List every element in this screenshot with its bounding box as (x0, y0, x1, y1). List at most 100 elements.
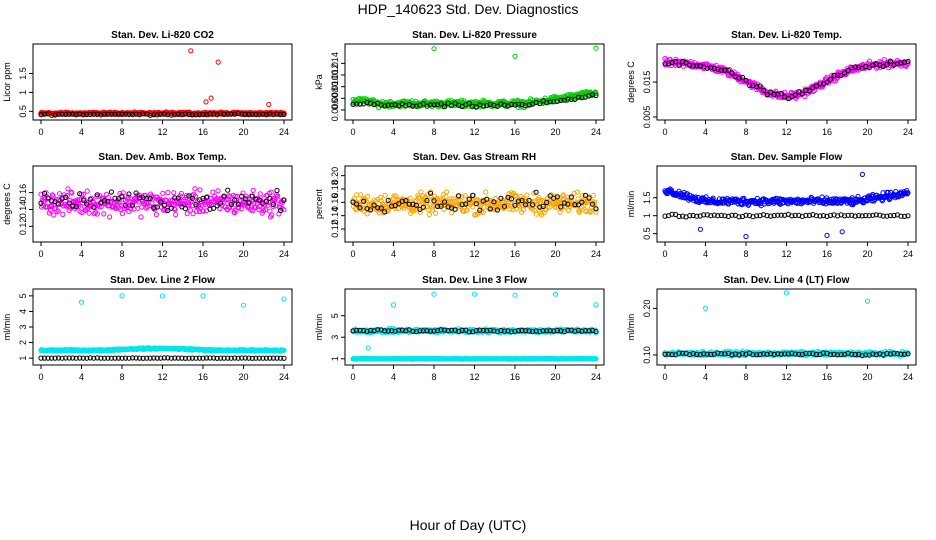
data-point (214, 355, 220, 361)
data-point (519, 197, 525, 204)
data-point (856, 65, 862, 71)
data-point (898, 351, 904, 357)
data-point (228, 111, 234, 117)
x-tick-label: 0 (38, 249, 43, 259)
data-point (133, 111, 139, 117)
data-point (235, 201, 241, 207)
data-point (65, 186, 71, 192)
data-point (274, 355, 280, 361)
outlier-point (203, 99, 209, 105)
data-point (51, 212, 57, 218)
data-point (228, 355, 234, 361)
data-point (680, 350, 686, 356)
data-point (792, 92, 798, 98)
data-point (757, 351, 763, 358)
data-point (375, 205, 381, 211)
outlier-point (783, 290, 790, 296)
data-point (38, 355, 44, 361)
data-point (589, 92, 596, 98)
data-point (764, 351, 770, 357)
data-point (253, 355, 259, 361)
data-point (242, 111, 248, 118)
data-point (856, 213, 862, 219)
data-point (45, 355, 51, 361)
series-2 (38, 187, 287, 214)
data-point (55, 208, 61, 214)
data-point (530, 202, 536, 208)
data-point (221, 111, 227, 118)
data-point (690, 351, 696, 357)
data-point (119, 194, 125, 200)
data-point (270, 355, 276, 361)
data-point (207, 111, 213, 117)
data-point (130, 355, 136, 361)
data-point (715, 350, 721, 356)
data-point (669, 352, 675, 358)
data-point (754, 352, 760, 358)
data-point (849, 351, 855, 357)
data-point (119, 355, 125, 361)
data-point (838, 72, 844, 79)
data-point (151, 112, 157, 118)
data-point (281, 347, 287, 353)
data-point (803, 350, 809, 356)
data-point (281, 197, 287, 203)
data-point (228, 201, 234, 208)
data-point (501, 328, 507, 334)
data-point (842, 213, 848, 219)
data-point (680, 213, 686, 219)
x-tick-label: 8 (119, 127, 124, 137)
data-point (211, 355, 217, 361)
data-point (838, 212, 844, 218)
data-point (270, 203, 276, 209)
data-point (165, 355, 171, 361)
data-point (361, 328, 367, 334)
data-point (105, 111, 111, 117)
data-point (824, 79, 830, 85)
data-point (269, 212, 275, 218)
data-point (533, 211, 540, 217)
data-point (863, 212, 869, 219)
panel-title: Stan. Dev. Li-820 CO2 (111, 30, 214, 41)
data-point (729, 212, 735, 218)
data-point (193, 203, 199, 209)
data-point (98, 200, 104, 206)
outlier-point (240, 302, 247, 308)
data-point (357, 205, 363, 211)
data-point (817, 81, 823, 87)
y-axis-label: kPa (314, 74, 324, 90)
data-point (70, 203, 76, 209)
data-point (508, 101, 515, 108)
data-point (193, 355, 199, 361)
data-point (540, 203, 546, 209)
x-tick-label: 16 (198, 127, 208, 137)
data-point (547, 99, 553, 105)
data-point (690, 63, 696, 69)
data-point (179, 112, 185, 118)
data-point (101, 111, 108, 117)
data-point (192, 186, 198, 192)
data-point (551, 328, 557, 334)
data-point (399, 327, 405, 333)
data-point (459, 202, 465, 208)
series-1 (662, 290, 911, 359)
x-tick-label: 16 (198, 249, 208, 259)
data-point (757, 213, 763, 219)
data-point (246, 355, 252, 361)
outlier-point (552, 291, 559, 297)
data-point (789, 350, 795, 356)
data-point (350, 328, 356, 334)
y-tick-label: 0.20 (330, 167, 340, 185)
data-point (73, 112, 79, 118)
data-point (122, 355, 129, 361)
data-point (138, 214, 144, 220)
data-point (137, 195, 143, 201)
y-axis-label: percent (314, 188, 324, 219)
data-point (579, 192, 586, 198)
data-point (572, 202, 578, 208)
y-axis-label: ml/min (2, 314, 12, 341)
outlier-point (365, 345, 371, 351)
data-point (708, 65, 714, 71)
data-point (438, 203, 444, 209)
data-point (470, 103, 476, 109)
